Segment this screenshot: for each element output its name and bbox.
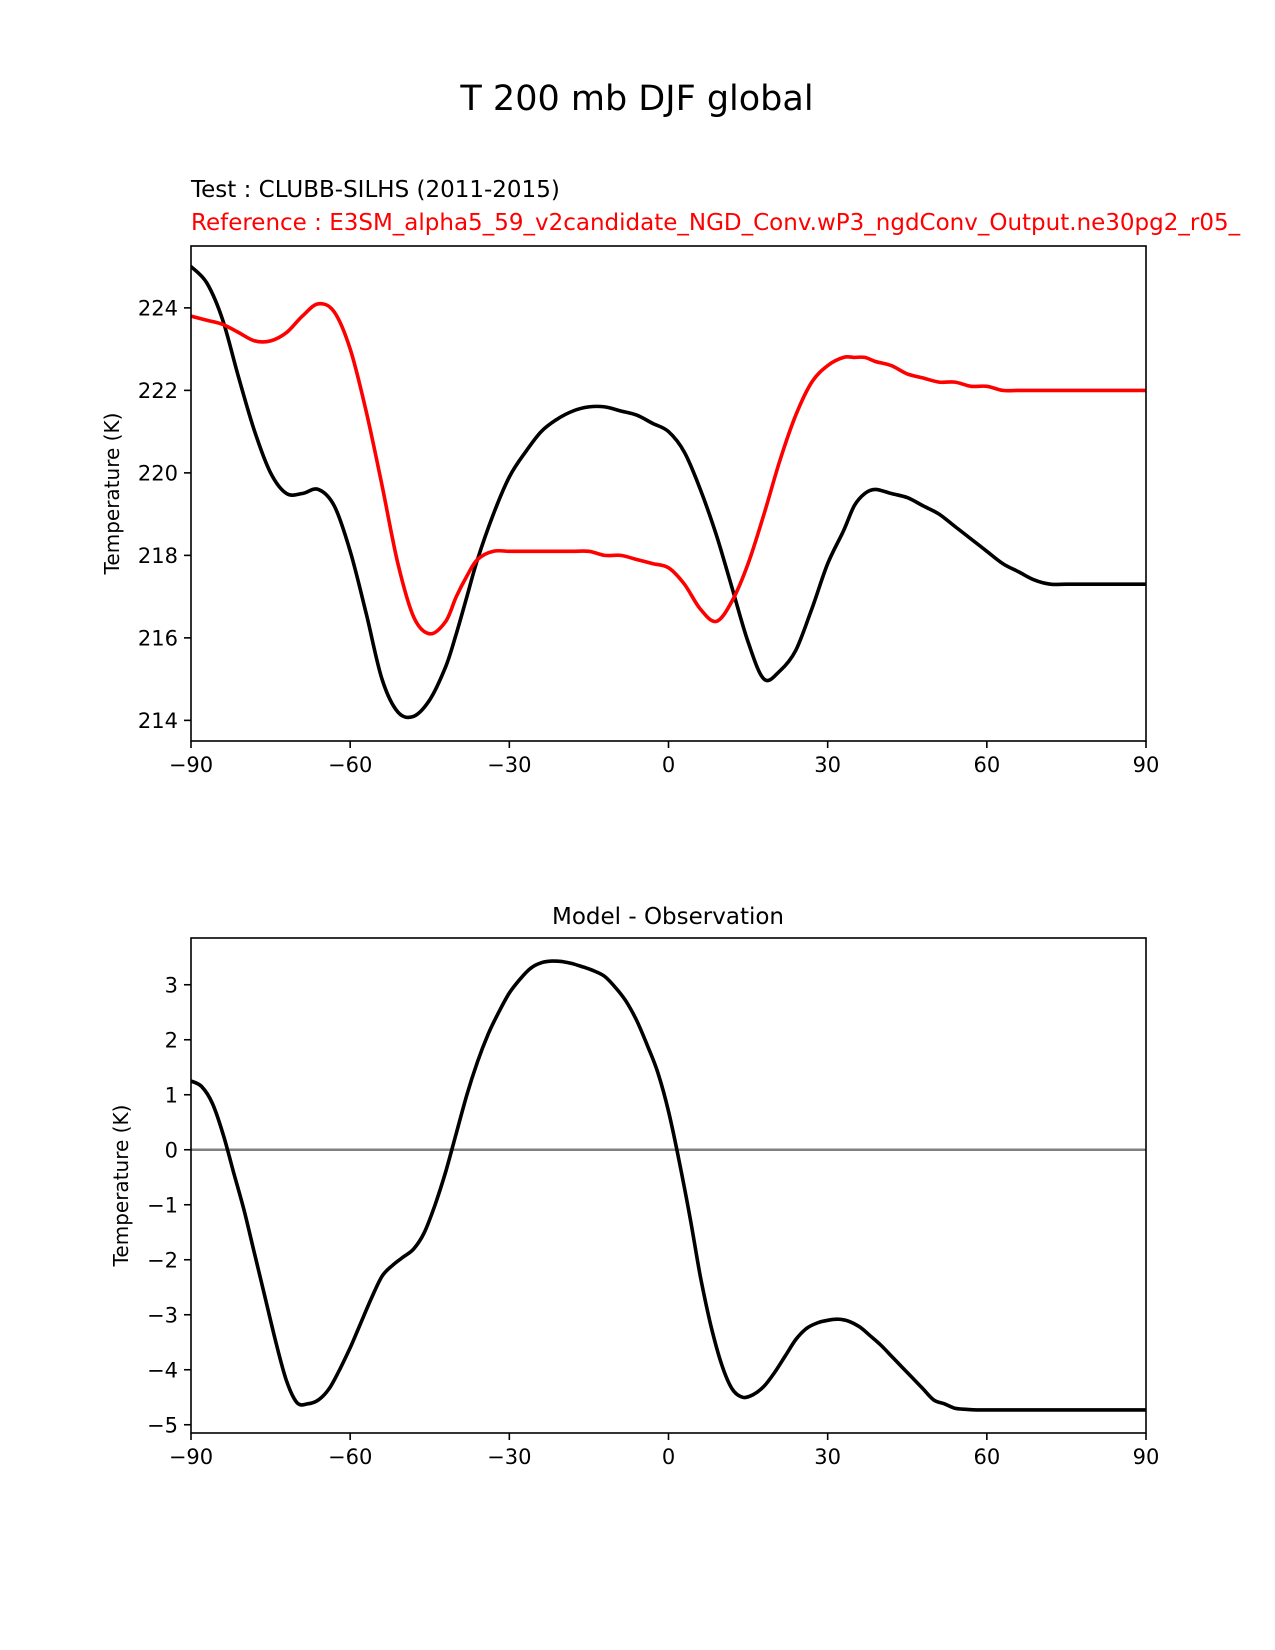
x-tick-label: −60 xyxy=(328,1445,372,1469)
test-label: Test : CLUBB-SILHS (2011-2015) xyxy=(190,177,560,203)
x-tick-label: −90 xyxy=(169,753,213,777)
y-axis-label: Temperature (K) xyxy=(100,413,124,576)
y-tick-label: −5 xyxy=(147,1413,178,1437)
y-tick-label: 220 xyxy=(138,461,178,485)
x-tick-label: 30 xyxy=(814,753,841,777)
x-tick-label: −60 xyxy=(328,753,372,777)
x-tick-label: −30 xyxy=(487,1445,531,1469)
y-tick-label: −3 xyxy=(147,1303,178,1327)
top-panel: −90 −60 −30 0 30 60 90 214 216 218 220 222 224 Temper… xyxy=(100,245,1160,777)
x-tick-label: 30 xyxy=(814,1445,841,1469)
x-tick-label: 0 xyxy=(662,1445,675,1469)
x-tick-label: 60 xyxy=(973,1445,1000,1469)
y-tick-label: 0 xyxy=(165,1138,178,1162)
y-tick-label: 218 xyxy=(138,544,178,568)
y-tick-label: −4 xyxy=(147,1358,178,1382)
bottom-panel: −90 −60 −30 0 30 60 90 −5 −4 −3 −2 −1 0 1 2 3 Temperatur… xyxy=(109,937,1160,1469)
y-tick-label: 224 xyxy=(138,296,178,320)
y-tick-label: 216 xyxy=(138,626,178,650)
x-tick-label: 0 xyxy=(662,753,675,777)
reference-series-line xyxy=(191,301,1146,636)
x-tick-label: 60 xyxy=(973,753,1000,777)
y-tick-label: 1 xyxy=(165,1083,178,1107)
x-tick-label: −90 xyxy=(169,1445,213,1469)
x-tick-label: −30 xyxy=(487,753,531,777)
bottom-panel-title: Model - Observation xyxy=(552,904,784,930)
y-tick-label: 2 xyxy=(165,1028,178,1052)
y-tick-label: 222 xyxy=(138,379,178,403)
test-series-line xyxy=(191,959,1146,1412)
x-tick-label: 90 xyxy=(1133,753,1160,777)
y-axis-label: Temperature (K) xyxy=(109,1105,133,1268)
plot-frame xyxy=(190,245,1147,742)
plot-frame xyxy=(190,937,1147,1434)
y-tick-label: −2 xyxy=(147,1248,178,1272)
test-series-line xyxy=(191,264,1146,720)
figure-title: T 200 mb DJF global xyxy=(459,79,813,119)
y-tick-label: 214 xyxy=(138,709,178,733)
y-tick-label: 3 xyxy=(165,973,178,997)
y-tick-label: −1 xyxy=(147,1193,178,1217)
x-tick-label: 90 xyxy=(1133,1445,1160,1469)
reference-label: Reference : E3SM_alpha5_59_v2candidate_N… xyxy=(191,210,1241,236)
